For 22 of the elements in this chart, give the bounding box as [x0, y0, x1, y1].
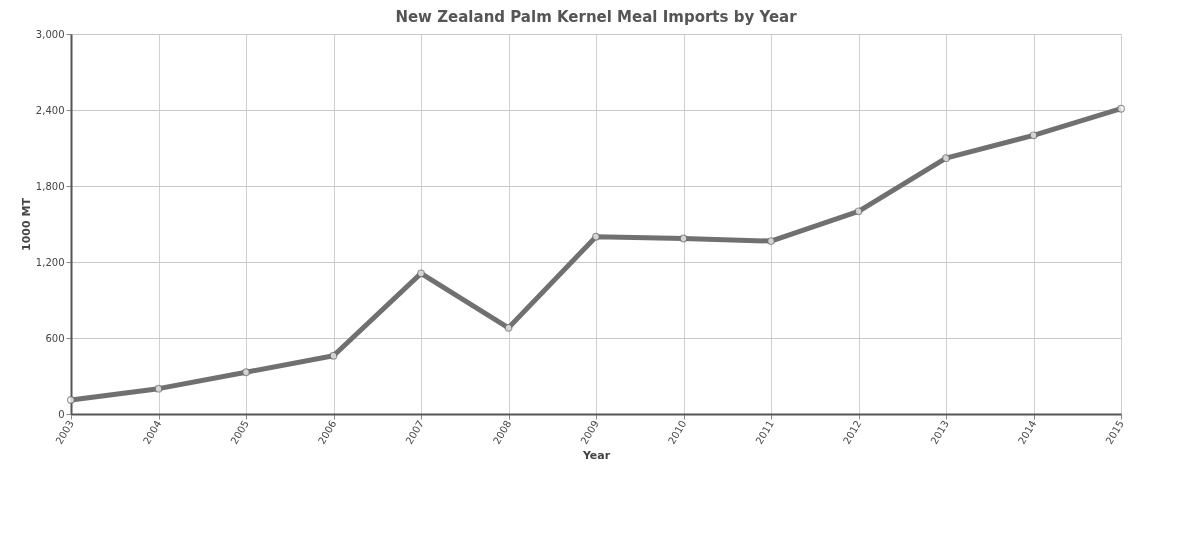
- x-axis-title: Year: [581, 449, 611, 463]
- point: [67, 396, 75, 405]
- y-tick-label: 600: [45, 332, 65, 344]
- point: [1117, 104, 1125, 113]
- point: [242, 368, 250, 377]
- point: [154, 384, 163, 393]
- point: [767, 237, 775, 246]
- point: [592, 232, 600, 241]
- point: [942, 154, 950, 163]
- y-tick-label: 0: [58, 408, 65, 420]
- point: [1029, 131, 1038, 140]
- y-tick-label: 1,800: [35, 180, 65, 192]
- point: [504, 323, 513, 332]
- y-axis-title: 1000 MT: [19, 197, 33, 251]
- chart-title: New Zealand Palm Kernel Meal Imports by Year: [395, 8, 798, 26]
- point: [329, 351, 338, 360]
- point: [679, 234, 688, 243]
- y-tick-label: 1,200: [35, 256, 65, 268]
- y-tick-label: 2,400: [35, 104, 65, 116]
- point: [854, 207, 863, 216]
- point: [417, 269, 425, 278]
- y-tick-label: 3,000: [35, 28, 65, 40]
